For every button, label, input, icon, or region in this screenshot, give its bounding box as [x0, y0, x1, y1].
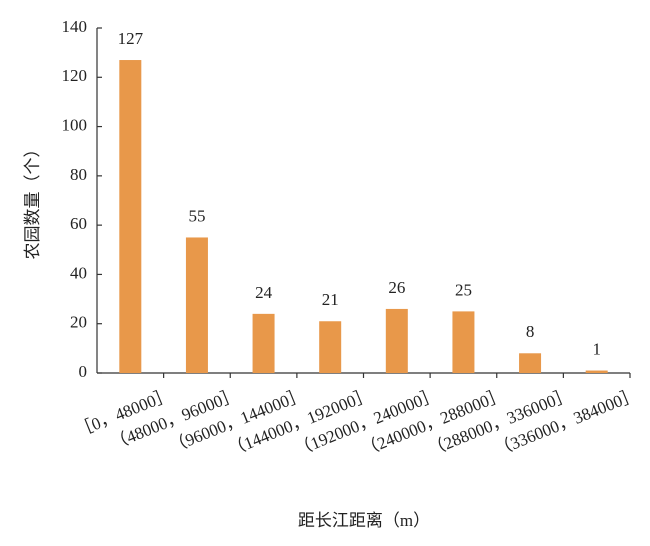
y-tick-label: 40: [70, 263, 87, 282]
data-label: 24: [255, 283, 273, 302]
data-label: 26: [388, 278, 405, 297]
y-tick-label: 20: [70, 313, 87, 332]
y-tick-label: 80: [70, 165, 87, 184]
bar: [185, 237, 208, 373]
bar: [319, 321, 342, 373]
data-label: 1: [592, 339, 601, 358]
bar: [385, 308, 408, 373]
data-label: 127: [118, 29, 144, 48]
bar: [119, 60, 142, 374]
data-label: 21: [322, 290, 339, 309]
data-label: 25: [455, 280, 472, 299]
bar: [452, 311, 475, 373]
y-tick-label: 120: [62, 66, 88, 85]
y-tick-label: 60: [70, 214, 87, 233]
x-axis-title: 距长江距离（m）: [298, 511, 430, 530]
y-tick-label: 140: [62, 17, 88, 36]
bar: [519, 353, 542, 373]
y-tick-label: 0: [79, 362, 88, 381]
y-tick-label: 100: [62, 115, 88, 134]
bar: [252, 313, 275, 373]
data-label: 55: [188, 206, 205, 225]
bar: [585, 370, 608, 373]
data-label: 8: [526, 322, 535, 341]
y-axis-title: 农园数量（个）: [23, 141, 42, 260]
